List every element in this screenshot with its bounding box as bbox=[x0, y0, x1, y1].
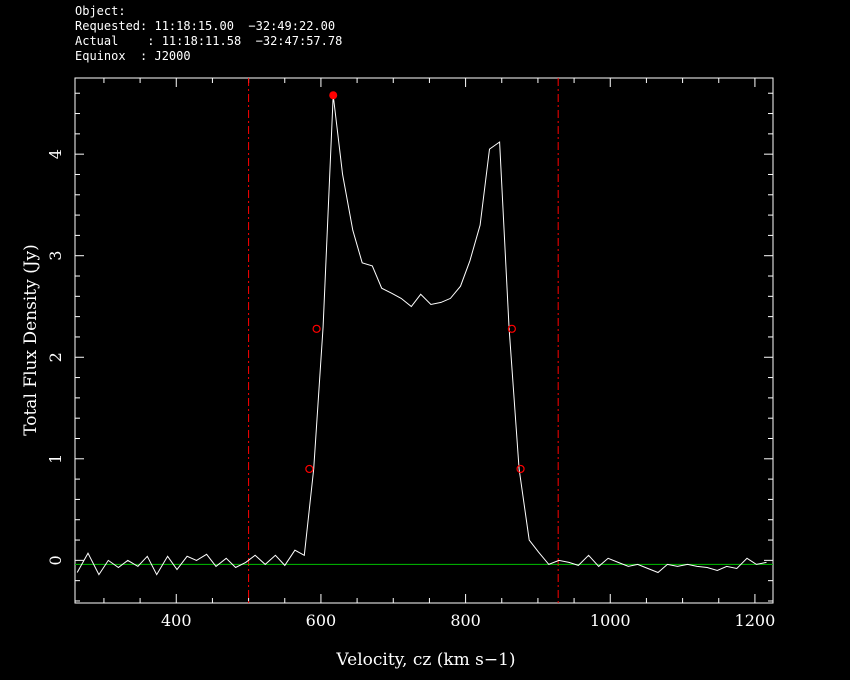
y-tick-labels: 0 1 2 3 4 bbox=[46, 149, 65, 565]
plot-frame bbox=[74, 77, 774, 604]
x-tick-label: 600 bbox=[306, 611, 337, 630]
width-marker bbox=[305, 464, 314, 474]
y-tick-label: 1 bbox=[46, 454, 65, 464]
object-label: Object: bbox=[75, 4, 126, 18]
actual-coordinates: Actual : 11:18:11.58 −32:47:57.78 bbox=[75, 34, 343, 48]
x-tick-label: 800 bbox=[450, 611, 481, 630]
y-tick-label: 2 bbox=[46, 352, 65, 362]
x-tick-label: 1200 bbox=[735, 611, 776, 630]
y-tick-label: 0 bbox=[46, 555, 65, 565]
x-tick-label: 400 bbox=[161, 611, 192, 630]
y-tick-label: 4 bbox=[46, 149, 65, 159]
x-tick-labels: 400 600 800 1000 1200 bbox=[161, 611, 775, 630]
width-markers bbox=[305, 91, 525, 474]
axis-ticks bbox=[75, 78, 773, 603]
velocity-window-lines bbox=[248, 78, 559, 603]
spectrum-line bbox=[76, 95, 767, 576]
y-tick-label: 3 bbox=[46, 251, 65, 261]
width-marker bbox=[516, 464, 525, 474]
peak-marker bbox=[329, 91, 338, 100]
x-tick-label: 1000 bbox=[590, 611, 631, 630]
requested-coordinates: Requested: 11:18:15.00 −32:49:22.00 bbox=[75, 19, 336, 33]
y-axis-title: Total Flux Density (Jy) bbox=[21, 244, 41, 436]
x-axis-title: Velocity, cz (km s−1) bbox=[335, 650, 515, 670]
width-marker bbox=[507, 324, 516, 333]
object-info-header: Object: Requested: 11:18:15.00 −32:49:22.… bbox=[75, 4, 342, 64]
width-marker bbox=[312, 324, 321, 333]
equinox: Equinox : J2000 bbox=[75, 49, 191, 63]
